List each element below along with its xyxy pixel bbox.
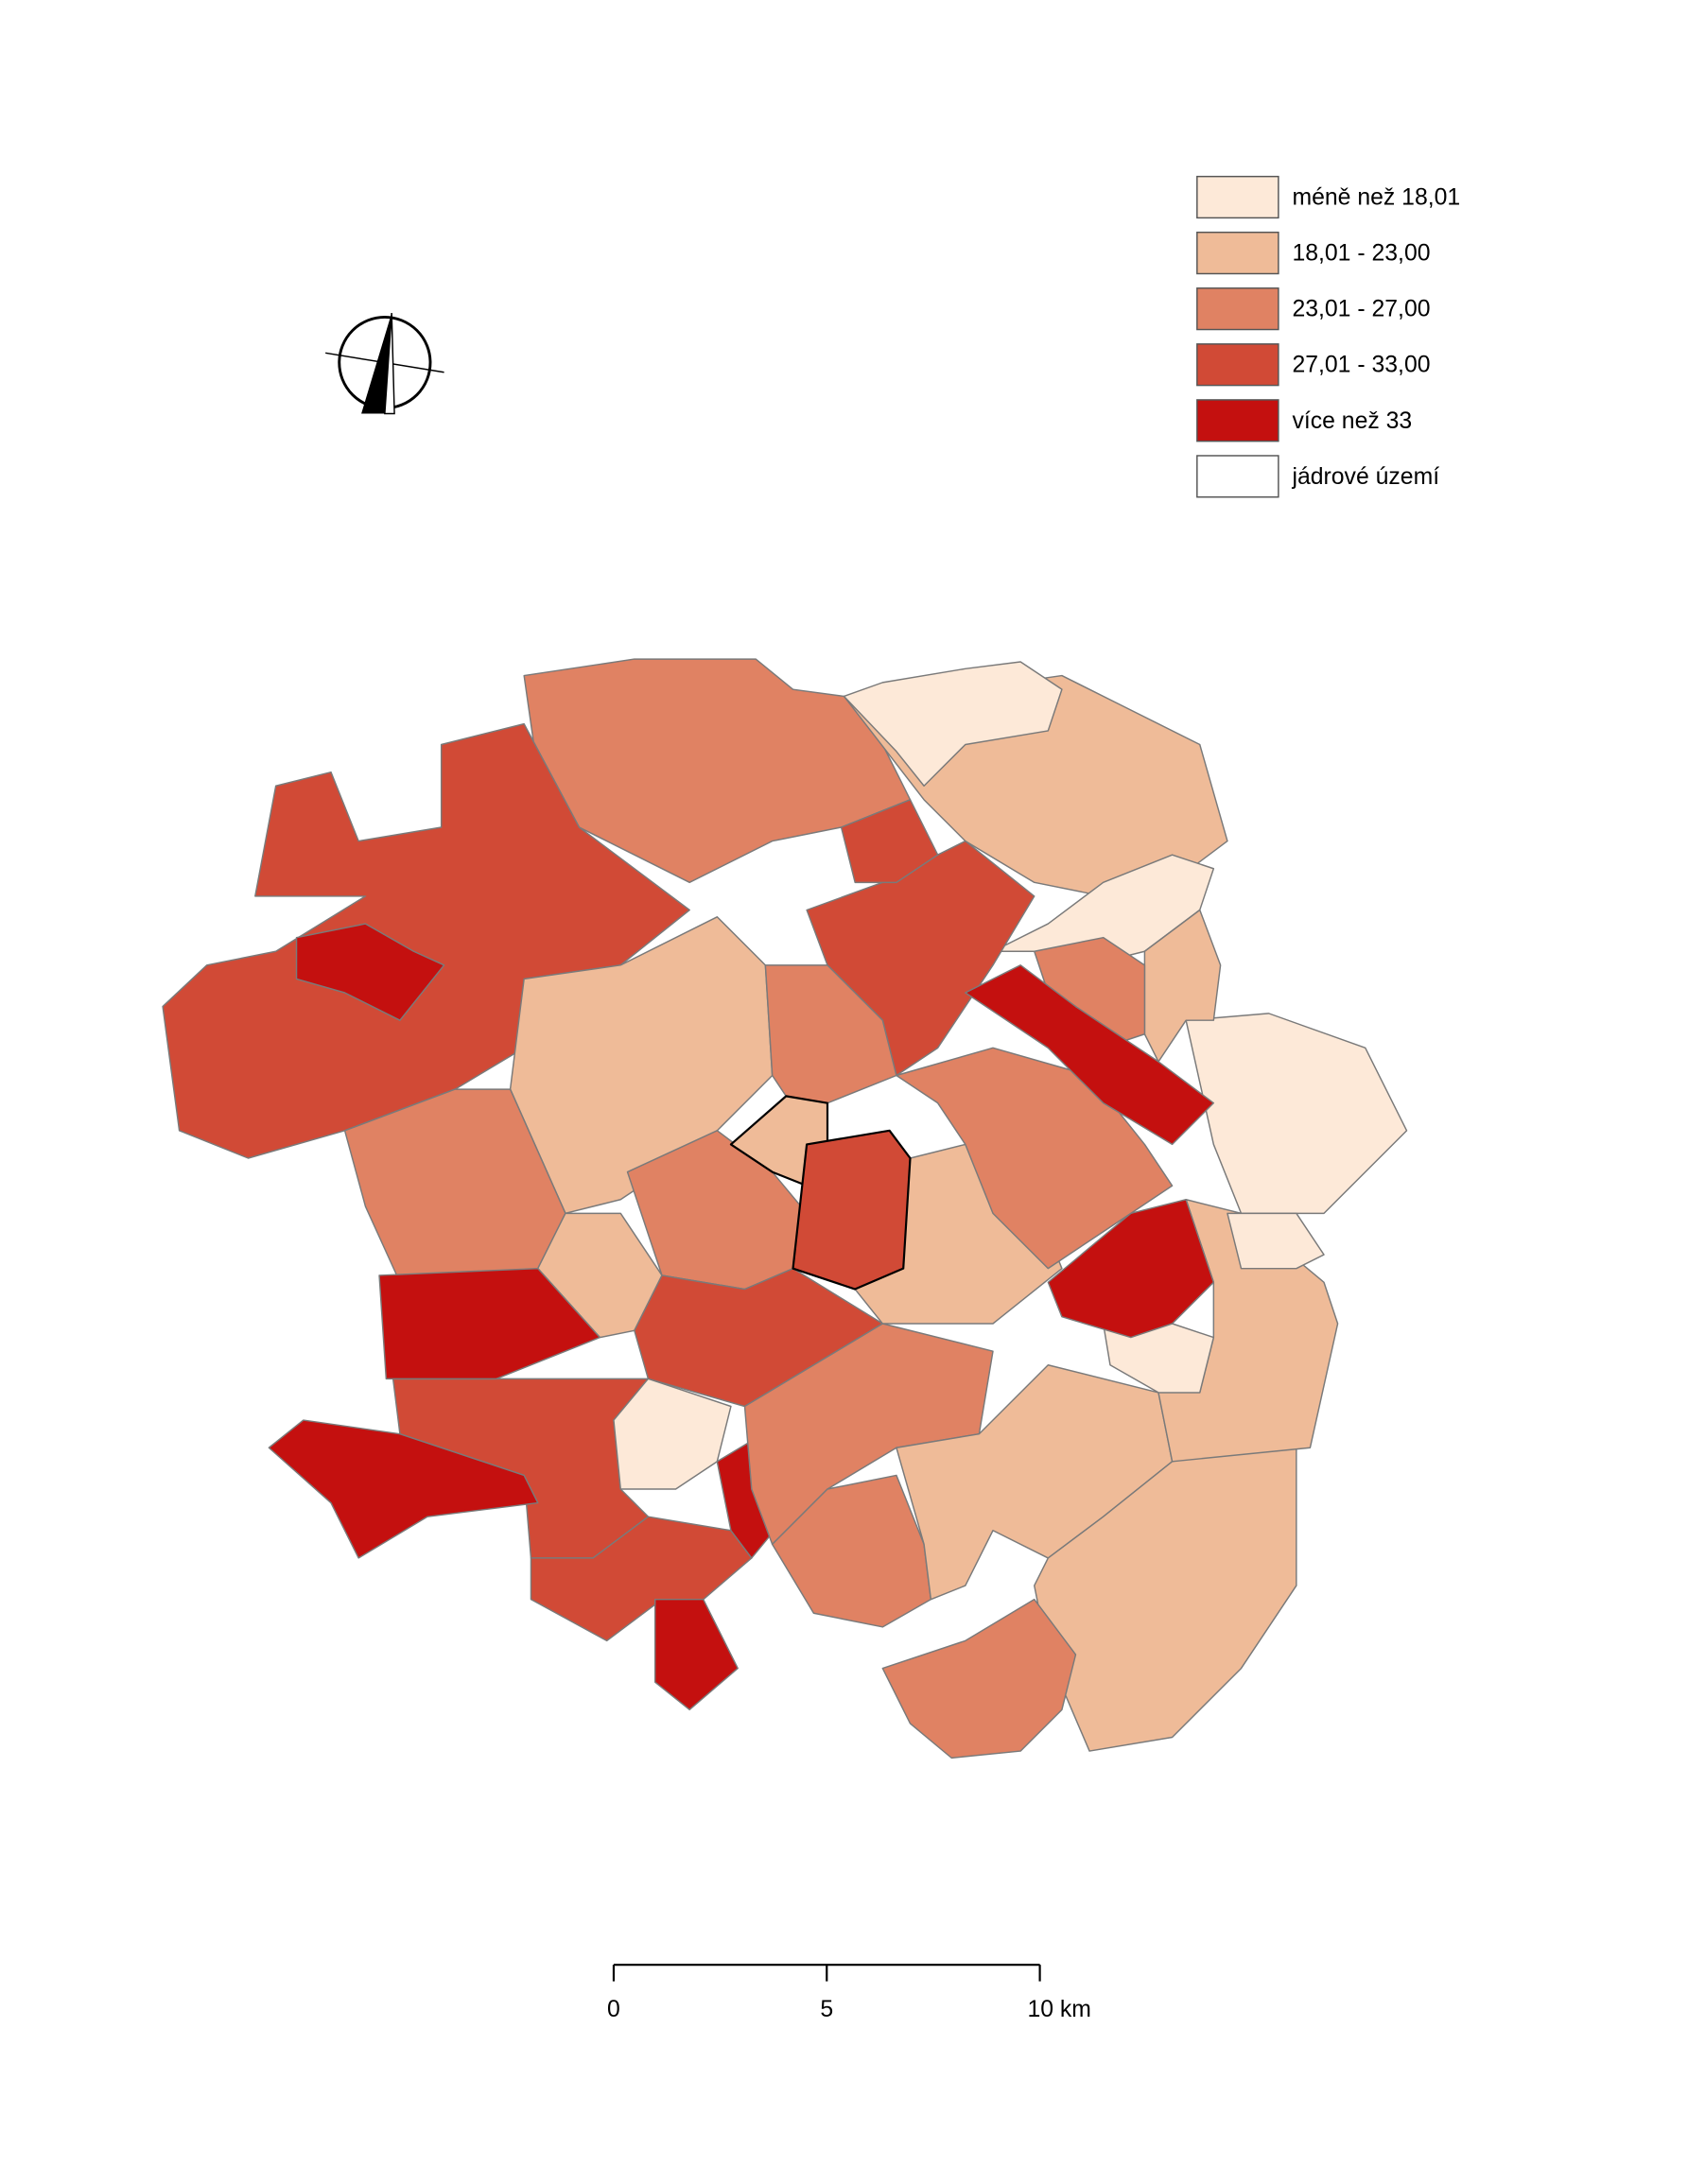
scale-bar-label: 10 km <box>1027 1997 1090 2022</box>
north-arrow-needle-light <box>384 312 395 415</box>
north-arrow-needle <box>361 313 392 414</box>
legend-label: 18,01 - 23,00 <box>1292 241 1430 267</box>
core-municipality <box>792 1129 912 1291</box>
municipality <box>881 1598 1077 1759</box>
municipality <box>1227 1212 1325 1270</box>
legend-label: jádrové území <box>1291 464 1439 490</box>
municipality <box>764 964 897 1104</box>
regions <box>162 658 1408 1759</box>
municipality <box>1143 909 1222 1063</box>
legend-label: méně než 18,01 <box>1292 185 1460 211</box>
municipality <box>162 722 690 1159</box>
legend-label: 27,01 - 33,00 <box>1292 353 1430 378</box>
legend: méně než 18,01 18,01 - 23,00 23,01 - 27,00… <box>1196 175 1460 498</box>
scale-bar-label: 0 <box>607 1997 620 2022</box>
municipality <box>268 1419 539 1559</box>
legend-swatch <box>1196 287 1279 331</box>
municipality <box>965 964 1215 1146</box>
legend-swatch <box>1196 399 1279 442</box>
legend-label: 23,01 - 27,00 <box>1292 297 1430 322</box>
municipality <box>378 1267 601 1380</box>
scale-bar-label: 5 <box>820 1997 833 2022</box>
legend-label: více než 33 <box>1292 408 1412 434</box>
municipality <box>1047 1199 1215 1339</box>
scale-bar: 0 5 10 km <box>607 1964 1091 2022</box>
municipality <box>840 799 939 884</box>
legend-swatch <box>1196 231 1279 275</box>
municipality <box>653 1598 739 1711</box>
legend-swatch <box>1196 455 1279 498</box>
municipality <box>1185 1013 1408 1215</box>
legend-swatch <box>1196 175 1279 219</box>
municipality <box>295 923 445 1021</box>
north-arrow <box>325 312 444 415</box>
municipality <box>843 661 1063 787</box>
legend-swatch <box>1196 343 1279 387</box>
